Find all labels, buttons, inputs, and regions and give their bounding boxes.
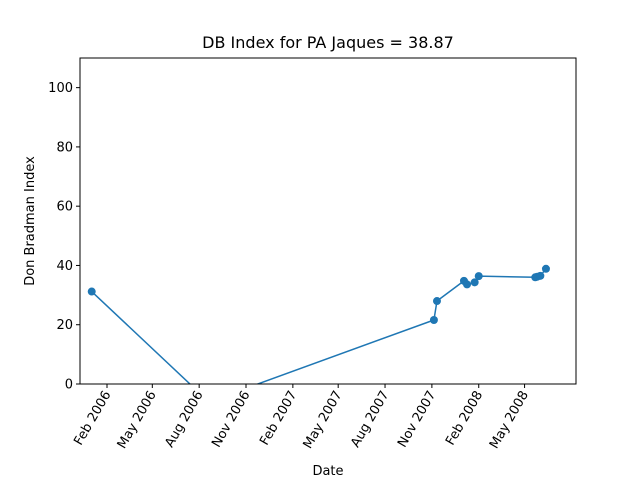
y-tick-label: 60 bbox=[56, 200, 73, 215]
data-point bbox=[432, 297, 441, 306]
series-layer bbox=[87, 264, 550, 384]
y-tick-label: 80 bbox=[56, 140, 73, 155]
data-point bbox=[429, 315, 438, 324]
data-point bbox=[541, 264, 550, 273]
y-axis-ticks: 0 20 40 60 80 100 bbox=[48, 81, 80, 393]
data-point bbox=[536, 271, 545, 280]
data-point bbox=[470, 278, 479, 287]
y-tick-label: 20 bbox=[56, 318, 73, 333]
chart-title: DB Index for PA Jaques = 38.87 bbox=[202, 33, 454, 52]
plot-area bbox=[80, 58, 576, 384]
data-point bbox=[474, 272, 483, 281]
plot-frame bbox=[79, 57, 577, 385]
y-tick-label: 0 bbox=[65, 378, 73, 393]
data-point bbox=[463, 280, 472, 289]
x-axis-label: Date bbox=[312, 464, 343, 479]
y-tick-label: 40 bbox=[56, 259, 73, 274]
y-axis-label: Don Bradman Index bbox=[23, 156, 38, 286]
y-tick-label: 100 bbox=[48, 81, 73, 96]
data-point bbox=[87, 287, 96, 296]
